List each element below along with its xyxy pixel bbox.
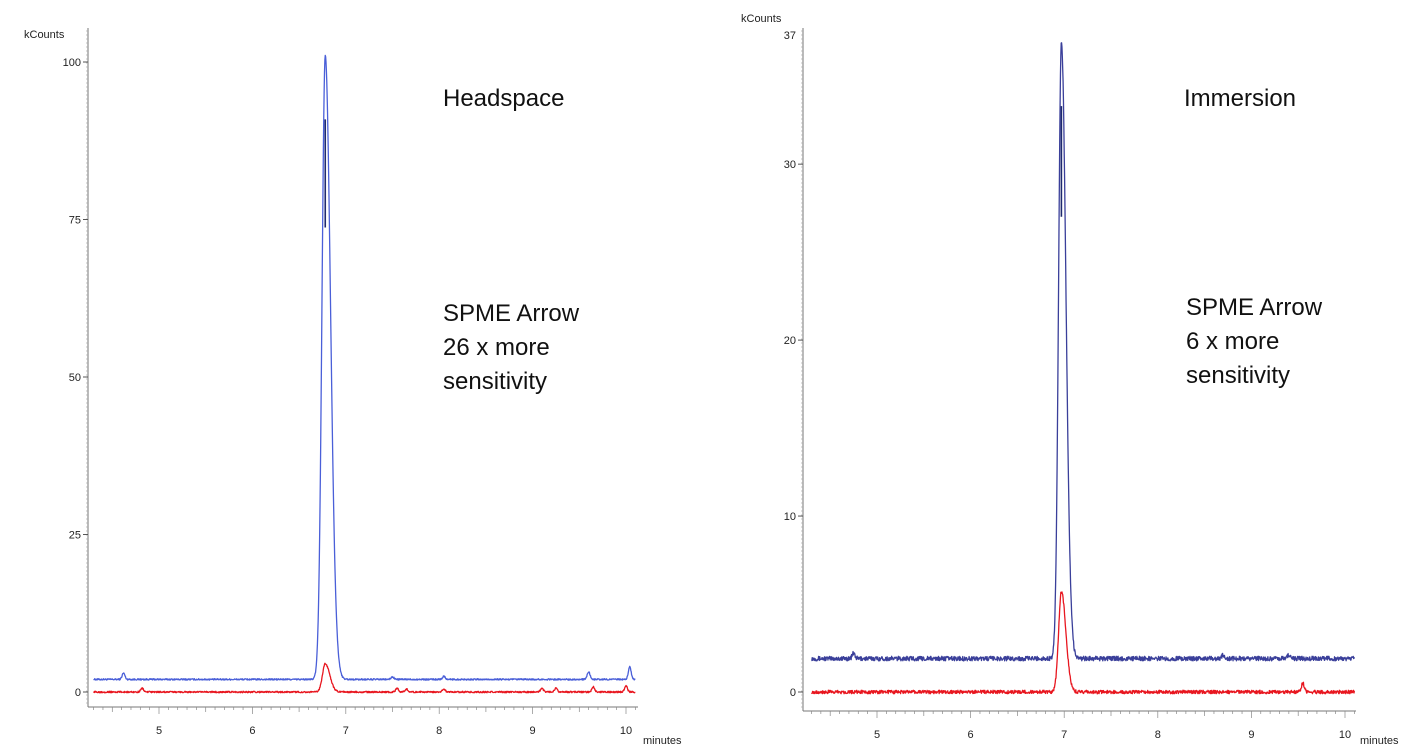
y-tick-label: 50 xyxy=(69,372,81,384)
x-tick-label: 5 xyxy=(874,729,880,741)
x-tick-label: 7 xyxy=(343,725,349,737)
y-tick-label: 30 xyxy=(784,159,796,171)
annotation-spme-arrow: SPME Arrow xyxy=(443,300,580,327)
x-tick-label: 6 xyxy=(968,729,974,741)
x-tick-label: 7 xyxy=(1061,729,1067,741)
y-tick-label: 20 xyxy=(784,335,796,347)
y-tick-label: 25 xyxy=(69,530,81,542)
x-tick-label: 8 xyxy=(436,725,442,737)
plot-area: 5 6 7 8 9 10 0 10 20 30 37 xyxy=(784,28,1356,741)
annotation-sensitivity: sensitivity xyxy=(1186,362,1290,389)
annotation-sensitivity: sensitivity xyxy=(443,368,547,395)
series-line-fiber xyxy=(93,662,636,694)
y-tick-label: 75 xyxy=(69,215,81,227)
annotation-spme-arrow: SPME Arrow xyxy=(1186,294,1323,321)
annotation-immersion: Immersion xyxy=(1184,85,1296,112)
series-line-fiber xyxy=(810,591,1356,695)
annotation-headspace: Headspace xyxy=(443,85,564,112)
x-tick-label: 10 xyxy=(620,725,632,737)
chart-immersion: kCounts minutes Immersion SPME Arrow 6 x… xyxy=(741,13,1399,747)
x-tick-label: 6 xyxy=(249,725,255,737)
annotation-sensitivity-factor: 6 x more xyxy=(1186,328,1279,355)
y-unit-label: kCounts xyxy=(741,13,782,25)
y-tick-label: 37 xyxy=(784,30,796,42)
x-unit-label: minutes xyxy=(1360,735,1399,747)
x-tick-label: 8 xyxy=(1155,729,1161,741)
x-tick-label: 5 xyxy=(156,725,162,737)
series-line-arrow xyxy=(811,42,1355,662)
x-tick-label: 9 xyxy=(1248,729,1254,741)
y-tick-label: 0 xyxy=(790,687,796,699)
y-tick-label: 10 xyxy=(784,511,796,523)
x-unit-label: minutes xyxy=(643,735,682,747)
y-tick-label: 100 xyxy=(63,57,81,69)
chart-headspace: kCounts minutes Headspace SPME Arrow 26 … xyxy=(24,28,682,747)
x-tick-label: 9 xyxy=(530,725,536,737)
series-line-arrow xyxy=(93,54,636,681)
y-unit-label: kCounts xyxy=(24,29,65,41)
x-tick-label: 10 xyxy=(1339,729,1351,741)
y-tick-label: 0 xyxy=(75,687,81,699)
annotation-sensitivity-factor: 26 x more xyxy=(443,334,550,361)
